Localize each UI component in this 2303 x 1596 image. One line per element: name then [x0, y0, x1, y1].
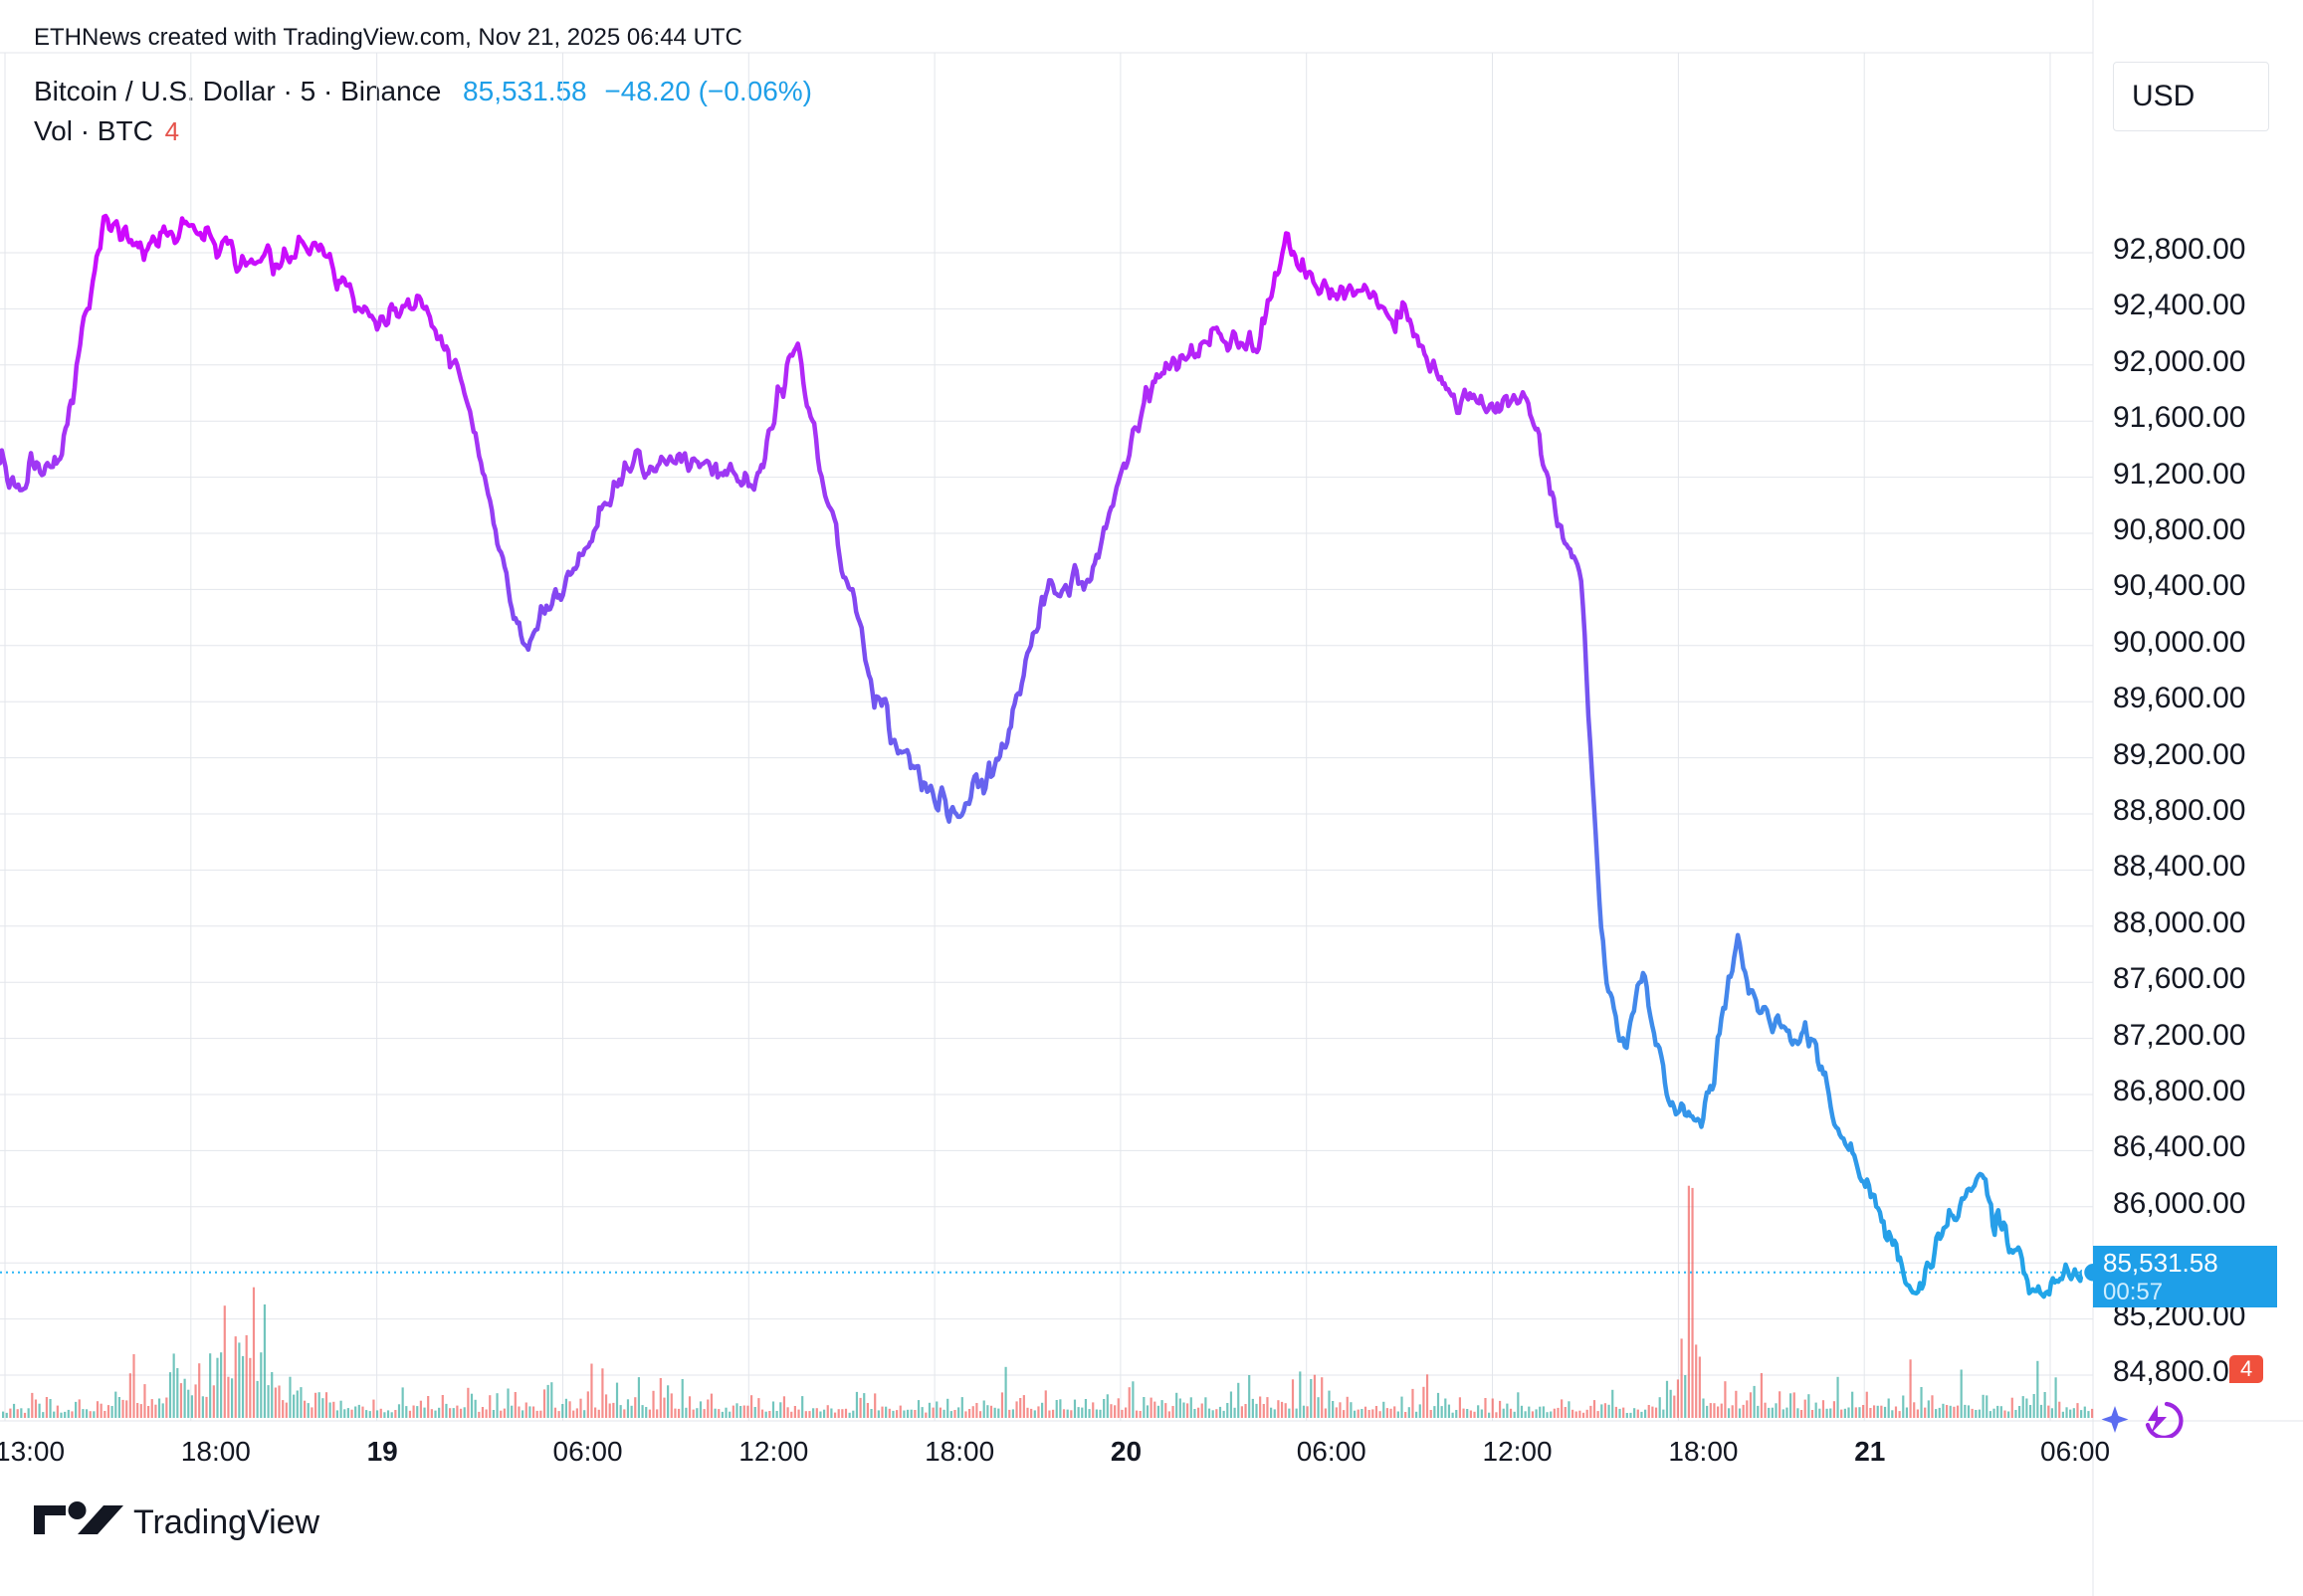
svg-text:TradingView: TradingView	[133, 1503, 320, 1541]
